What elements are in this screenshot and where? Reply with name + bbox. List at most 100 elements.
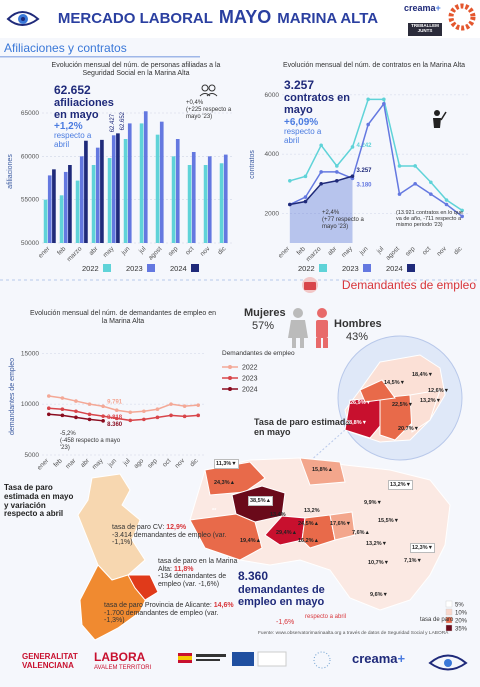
bar [116, 133, 120, 243]
map-label: 7,1%▼ [404, 558, 422, 564]
region-label: tasa de paro CV: [112, 524, 165, 531]
y-tick-label: 6000 [265, 92, 280, 99]
point [413, 181, 417, 186]
line [289, 101, 463, 217]
bar [175, 139, 180, 243]
point [303, 174, 308, 179]
gov-logo [178, 651, 468, 671]
brand-name: creama [404, 3, 436, 13]
inset-label: 28,8%▼ [346, 420, 368, 426]
chart-title: Evolución mensual del núm. de personas a… [51, 62, 221, 77]
point [397, 164, 402, 168]
value-label: 62.427 [110, 113, 116, 132]
legend-title: Demandantes de empleo [222, 350, 295, 357]
bar [63, 171, 68, 243]
x-tick-label: dic [217, 245, 228, 256]
legend-label: 2022 [82, 264, 99, 273]
legend-swatch [319, 264, 327, 272]
bar [223, 154, 228, 243]
point [169, 413, 173, 418]
annotation: contratos en mayo [284, 92, 351, 117]
line [48, 407, 199, 422]
legend-label: 2024 [242, 387, 258, 394]
region-item: tasa de paro CV: 12,9% -3.414 demandantes… [112, 524, 232, 547]
map-label: 13,4% [270, 512, 286, 518]
bar [127, 123, 132, 243]
province-map [77, 473, 159, 641]
legend-swatch [147, 264, 155, 272]
total-value: 8.360 [238, 569, 269, 583]
point [114, 408, 119, 413]
annotation: respecto a abril [284, 127, 322, 145]
point [350, 145, 355, 149]
badge: TREBALLEM JUNTS [411, 23, 439, 33]
line [289, 98, 463, 212]
x-tick-label: ener [277, 245, 292, 260]
annotation: +1,2% [54, 121, 83, 132]
point [288, 178, 292, 183]
map-label: 29,4%▲ [276, 530, 298, 536]
region-detail: -1.700 demandantes de empleo (var. -1,3%… [104, 609, 219, 625]
point [60, 413, 65, 418]
map-label: 19,4%▲ [240, 538, 262, 544]
point [128, 418, 133, 423]
point [101, 414, 105, 418]
point [60, 396, 65, 400]
x-tick-label: jul [137, 245, 148, 256]
bar [52, 169, 56, 243]
map-label: 16,2%▲ [298, 538, 320, 544]
point [142, 417, 146, 422]
bar [100, 139, 104, 243]
x-tick-label: ago [133, 457, 146, 470]
y-tick-label: 4000 [265, 151, 280, 158]
point [196, 413, 201, 418]
bar [155, 134, 160, 243]
x-tick-label: agost [385, 245, 401, 261]
annotation: +6,09% [284, 117, 319, 128]
y-tick-label: 5000 [25, 452, 40, 459]
x-tick-label: dic [453, 245, 464, 256]
y-tick-label: 55000 [21, 197, 39, 204]
area [289, 176, 353, 243]
y-tick-label: 65000 [21, 110, 39, 117]
bar [207, 156, 212, 243]
x-tick-label: feb [56, 245, 68, 257]
legend-swatch [445, 624, 453, 632]
bar [143, 111, 148, 244]
legend-label: 2022 [298, 264, 315, 273]
map-label: 9,9%▼ [364, 500, 382, 506]
x-tick-label: feb [52, 457, 64, 469]
point [101, 404, 105, 409]
inset-label: 22,5%▼ [392, 402, 414, 408]
x-tick-label: jul [375, 245, 386, 256]
value-label: 8.360 [107, 422, 123, 428]
point [366, 122, 370, 127]
legend-label: 2024 [386, 264, 403, 273]
x-tick-label: ener [37, 245, 52, 260]
bar [123, 139, 128, 243]
chart-title: Evolución mensual del núm. de contratos … [282, 62, 466, 69]
point [74, 415, 78, 420]
map-label: 24,5%▲ [298, 521, 320, 527]
x-tick-label: sep [404, 245, 417, 258]
gender-value: 57% [252, 320, 275, 332]
y-axis-label: afiliaciones [7, 154, 14, 189]
bar [191, 152, 196, 243]
annotation: (13.921 contratos en lo que va de año, -… [396, 210, 463, 229]
point [155, 407, 160, 412]
bar [47, 175, 52, 243]
bar [171, 156, 176, 243]
bar [75, 180, 80, 243]
annotation: (+225 respecto a mayo '23) [186, 107, 232, 120]
map-label: 13,2%▼ [366, 541, 388, 547]
x-tick-label: may [102, 245, 116, 259]
point [382, 97, 386, 102]
bar [187, 165, 192, 243]
people-icon [199, 84, 218, 97]
legend-swatch [445, 600, 453, 608]
line [48, 395, 199, 414]
point [319, 143, 323, 148]
total-text: demandantes de empleo en mayo [238, 584, 325, 609]
brand-plus: + [435, 3, 441, 13]
